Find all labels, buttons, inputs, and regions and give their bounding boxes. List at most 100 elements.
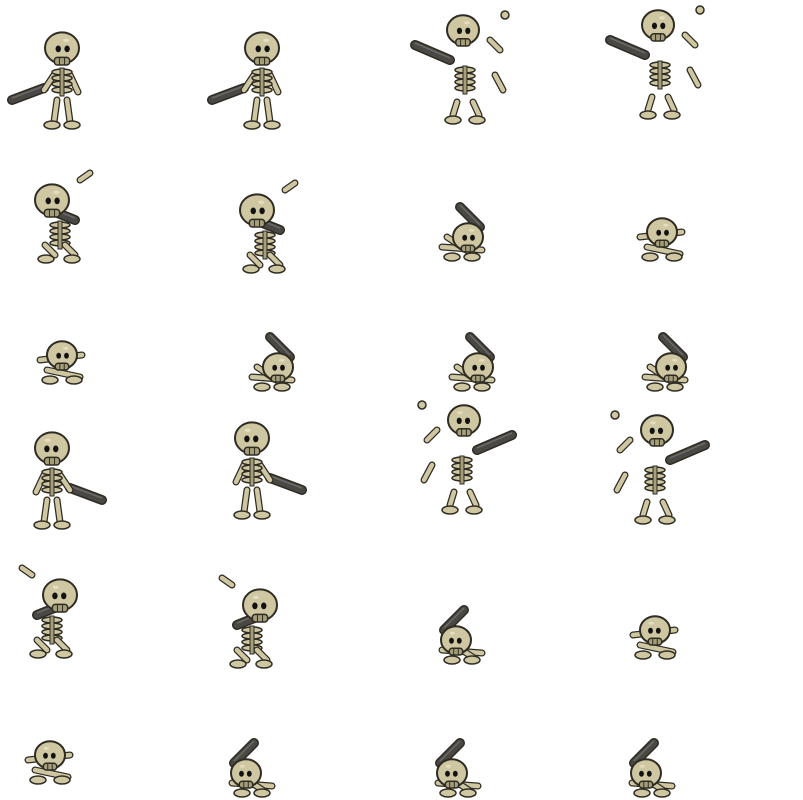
skeleton-sprite <box>239 179 299 274</box>
foot <box>253 510 271 520</box>
sword <box>665 440 710 465</box>
sprite-frame <box>0 400 200 533</box>
foot <box>463 252 481 262</box>
skull <box>44 31 80 66</box>
ribcage <box>454 65 476 95</box>
sprite-frame <box>403 133 603 266</box>
skull <box>630 758 662 789</box>
foot <box>443 252 461 262</box>
foot <box>465 505 483 515</box>
bone <box>266 251 284 269</box>
bone <box>686 66 702 89</box>
bone <box>233 646 251 664</box>
bone <box>33 636 51 654</box>
skull <box>440 625 472 656</box>
skull <box>446 14 480 47</box>
skeleton-sprite <box>610 410 710 525</box>
bone-chip <box>500 10 510 20</box>
skull <box>452 222 484 253</box>
sprite-frame <box>200 133 400 274</box>
foot <box>55 649 73 659</box>
foot <box>665 252 683 262</box>
foot <box>443 655 461 665</box>
bone <box>446 488 458 509</box>
foot <box>441 505 459 515</box>
foot <box>29 649 47 659</box>
foot <box>43 120 61 130</box>
bone <box>486 36 504 54</box>
sprite-frame <box>0 667 200 800</box>
foot <box>444 115 462 125</box>
foot <box>439 788 457 798</box>
foot <box>646 382 664 392</box>
foot <box>658 650 676 660</box>
skull <box>262 352 294 383</box>
sword <box>658 332 688 362</box>
sprite-frame <box>200 667 400 800</box>
skull <box>34 183 70 218</box>
skull <box>244 31 280 66</box>
foot <box>639 110 657 120</box>
ribcage <box>51 67 73 97</box>
bone <box>250 96 261 126</box>
sword <box>265 473 307 495</box>
skeleton-sprite <box>410 10 510 125</box>
foot <box>666 382 684 392</box>
sword <box>629 738 659 768</box>
skull <box>436 758 468 789</box>
sword <box>435 738 465 768</box>
skull <box>640 414 674 447</box>
sword <box>410 40 455 65</box>
foot <box>641 252 659 262</box>
foot <box>233 510 251 520</box>
ribcage <box>254 230 276 260</box>
foot <box>233 788 251 798</box>
foot <box>473 382 491 392</box>
skeleton-sprite <box>228 738 276 798</box>
foot <box>63 120 81 130</box>
skeleton-sprite <box>18 564 78 659</box>
sprite-frame <box>403 667 603 800</box>
bone <box>639 498 651 519</box>
foot <box>634 650 652 660</box>
foot <box>268 264 286 274</box>
foot <box>653 788 671 798</box>
skeleton-sprite <box>34 169 94 264</box>
bone <box>53 636 71 654</box>
sprite-frame <box>0 133 200 266</box>
sword <box>265 332 295 362</box>
skeleton-sprite <box>218 574 278 669</box>
skeleton-sprite <box>629 615 679 660</box>
skull <box>646 217 678 248</box>
foot <box>255 659 273 669</box>
sword <box>455 202 485 232</box>
foot <box>53 775 71 785</box>
skeleton-sprite <box>417 400 517 515</box>
foot <box>459 788 477 798</box>
skull <box>462 352 494 383</box>
bone <box>281 179 299 194</box>
skeleton-sprite <box>641 332 689 392</box>
ribcage <box>644 465 666 495</box>
skull <box>447 404 481 437</box>
skeleton-sprite <box>248 332 296 392</box>
foot <box>463 655 481 665</box>
sprite-frame <box>603 133 803 266</box>
bone <box>61 241 79 259</box>
skull <box>46 340 78 371</box>
foot <box>253 788 271 798</box>
foot <box>242 264 260 274</box>
bone <box>420 461 436 484</box>
skeleton-sprite <box>628 738 676 798</box>
skeleton-sprite <box>232 421 307 520</box>
bone <box>613 471 629 494</box>
bone <box>40 496 51 526</box>
skeleton-sprite <box>605 5 705 120</box>
sprite-frame <box>0 0 200 133</box>
skeleton-sprite <box>636 217 686 262</box>
sprite-frame <box>403 267 603 400</box>
sprite-frame <box>200 400 400 533</box>
bone <box>50 96 61 126</box>
foot <box>633 788 651 798</box>
bone <box>63 96 74 126</box>
